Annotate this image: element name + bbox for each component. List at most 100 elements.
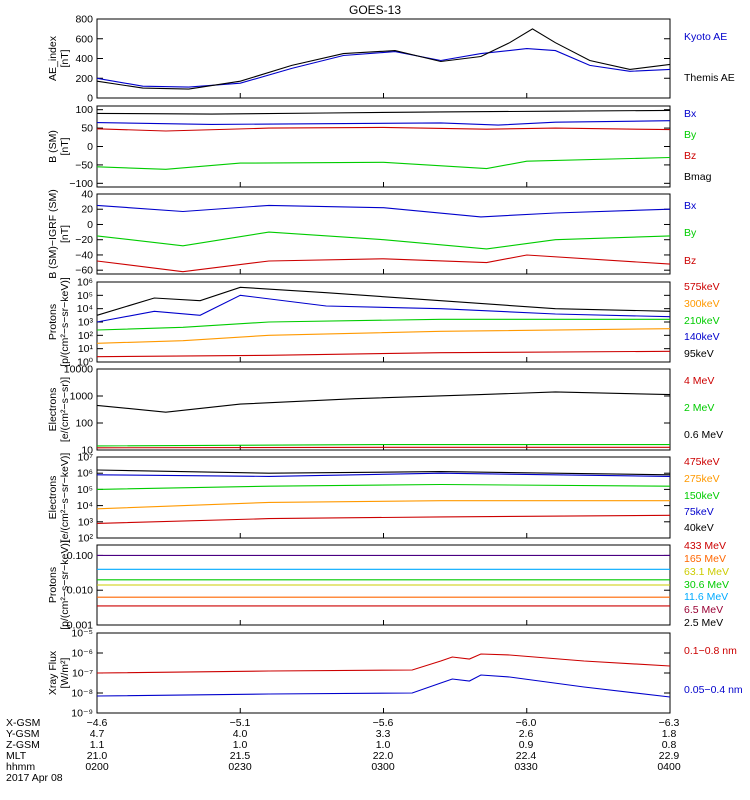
series-line — [96, 231, 671, 250]
y-tick-label: 10⁻⁸ — [71, 688, 93, 700]
legend-entry: Bx — [684, 200, 697, 212]
y-tick-label: 10000 — [64, 364, 93, 376]
legend-entry: By — [684, 227, 697, 239]
y-tick-label: 10⁰ — [77, 357, 94, 369]
series-group — [97, 554, 670, 607]
y-axis-label-line: [nT] — [59, 49, 71, 67]
x-tick-label: 0330 — [514, 761, 538, 773]
legend-entry: 433 MeV — [684, 540, 726, 552]
panel-7: 0.1000.0100.001Protons[p/(cm²−s−sr−keV)]… — [47, 540, 729, 632]
x-tick-label: 0300 — [371, 761, 395, 773]
series-line — [96, 254, 671, 273]
y-axis-label: B (SM)−IGRF (SM)[nT] — [47, 189, 71, 279]
y-tick-label: 0.001 — [67, 620, 93, 632]
y-tick-label: 10³ — [78, 516, 94, 528]
y-tick-label: 10⁵ — [77, 290, 93, 302]
x-tick-label: 0.9 — [519, 739, 534, 751]
x-row-label: X-GSM — [6, 717, 40, 729]
series-line — [96, 156, 671, 170]
x-tick-label: 21.5 — [230, 750, 251, 762]
y-axis-label-line: Protons — [47, 567, 59, 603]
y-tick-label: 10⁵ — [77, 484, 93, 496]
y-axis-label-line: [nT] — [59, 137, 71, 155]
legend-entry: 11.6 MeV — [684, 591, 728, 603]
x-tick-label: 4.7 — [90, 728, 105, 740]
legend-entry: Kyoto AE — [684, 31, 727, 43]
y-axis-label: AE_index[nT] — [47, 35, 71, 81]
series-line — [96, 391, 671, 413]
y-axis-label: Xray Flux[W/m²] — [47, 650, 71, 695]
y-tick-label: 10⁶ — [77, 468, 93, 480]
series-line — [96, 286, 671, 316]
series-group — [96, 28, 671, 90]
y-tick-label: 1000 — [70, 391, 94, 403]
series-line — [96, 120, 671, 126]
y-tick-label: 100 — [75, 104, 93, 116]
date-label: 2017 Apr 08 — [6, 772, 63, 784]
panel-frame — [96, 193, 671, 275]
series-group — [96, 204, 671, 273]
y-tick-label: 10⁷ — [78, 452, 94, 464]
series-line — [96, 48, 671, 88]
legend-entry: 2.5 MeV — [684, 617, 723, 629]
x-tick-label: 3.3 — [376, 728, 391, 740]
series-line — [96, 318, 670, 331]
y-tick-label: 10⁻⁷ — [72, 668, 93, 680]
y-tick-label: 600 — [75, 33, 93, 45]
series-line — [96, 28, 671, 90]
y-tick-label: 10¹ — [78, 343, 94, 355]
y-tick-label: 400 — [75, 53, 93, 65]
y-axis-label: B (SM)[nT] — [47, 130, 71, 163]
legend-entry: 6.5 MeV — [684, 604, 723, 616]
y-tick-label: 10⁶ — [77, 277, 93, 289]
y-tick-label: 200 — [75, 73, 93, 85]
series-group — [96, 469, 671, 524]
y-tick-label: −60 — [75, 265, 93, 277]
y-axis-label-line: Xray Flux — [47, 650, 59, 695]
y-tick-label: 10² — [78, 533, 94, 545]
series-line — [96, 109, 671, 115]
series-line — [96, 469, 671, 476]
y-axis-label-line: Electrons — [47, 388, 59, 432]
y-axis-label: Protons[p/(cm²−s−sr−keV)] — [47, 540, 71, 630]
series-line — [96, 444, 670, 447]
x-tick-label: −6.3 — [659, 717, 680, 729]
y-tick-label: 10⁴ — [77, 500, 93, 512]
legend-entry: By — [684, 129, 697, 141]
series-group — [96, 286, 671, 358]
x-tick-label: 0230 — [228, 761, 252, 773]
legend-entry: 2 MeV — [684, 402, 714, 414]
y-tick-label: 10⁻⁹ — [71, 708, 93, 720]
panel-5: 10000 1000 100 10 Electrons[e/(cm²−s−sr)] 4 M… — [47, 364, 723, 457]
y-axis-label-line: [nT] — [59, 225, 71, 243]
legend-entry: 95keV — [684, 348, 714, 360]
legend-entry: 0.6 MeV — [684, 429, 723, 441]
y-tick-label: 800 — [75, 14, 93, 26]
legend-entry: 0.05−0.4 nm — [684, 684, 743, 696]
y-axis-label-line: [W/m²] — [59, 657, 71, 688]
panel-frame — [96, 105, 671, 188]
y-axis-label: Electrons[e/(cm²−s−sr−keV)] — [47, 453, 71, 543]
series-line — [96, 294, 671, 323]
y-tick-label: 10² — [78, 330, 94, 342]
y-tick-label: 50 — [81, 123, 93, 135]
y-tick-label: 10⁻⁵ — [71, 628, 93, 640]
y-tick-label: 20 — [81, 204, 93, 216]
legend-entry: 140keV — [684, 331, 720, 343]
series-group — [96, 109, 671, 170]
series-group — [96, 653, 671, 698]
panel-frame — [96, 18, 671, 99]
x-tick-label: 4.0 — [233, 728, 248, 740]
legend-entry: Bz — [684, 150, 696, 162]
x-tick-label: −6.0 — [516, 717, 537, 729]
series-line — [96, 446, 670, 449]
y-axis-label-line: [e/(cm²−s−sr)] — [59, 377, 71, 442]
y-axis-label-line: [p/(cm²−s−sr−keV)] — [59, 277, 71, 367]
y-axis-label-line: Protons — [47, 304, 59, 340]
y-tick-label: 0 — [87, 219, 93, 231]
series-line — [96, 483, 671, 490]
series-line — [96, 126, 671, 132]
legend-entry: 300keV — [684, 298, 720, 310]
x-tick-label: −4.6 — [87, 717, 108, 729]
